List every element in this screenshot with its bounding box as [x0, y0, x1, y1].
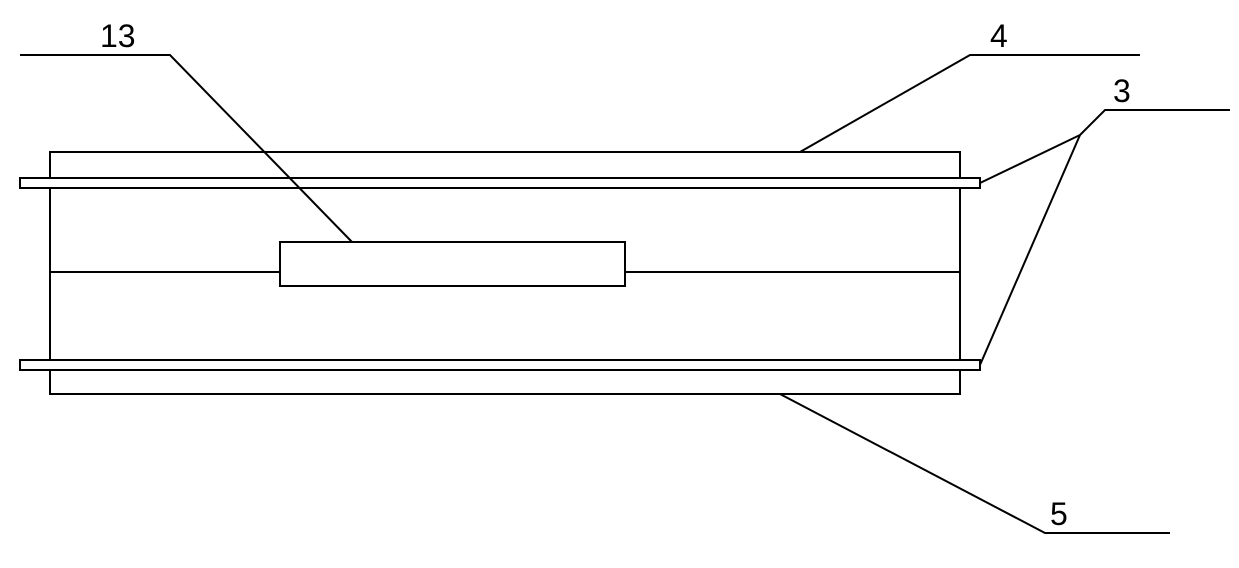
bottom-rail: [20, 360, 980, 370]
leader-5: [780, 394, 1170, 533]
leader-13: [20, 55, 352, 242]
technical-diagram: [0, 0, 1239, 568]
label-13: 13: [100, 18, 136, 55]
inner-component: [280, 242, 625, 286]
leader-3-top: [980, 135, 1080, 183]
leader-3-bottom: [980, 135, 1080, 365]
label-5: 5: [1050, 496, 1068, 533]
leader-3-out: [1080, 110, 1230, 135]
top-rail: [20, 178, 980, 188]
leader-4: [800, 55, 1140, 152]
label-4: 4: [990, 18, 1008, 55]
label-3: 3: [1113, 73, 1131, 110]
